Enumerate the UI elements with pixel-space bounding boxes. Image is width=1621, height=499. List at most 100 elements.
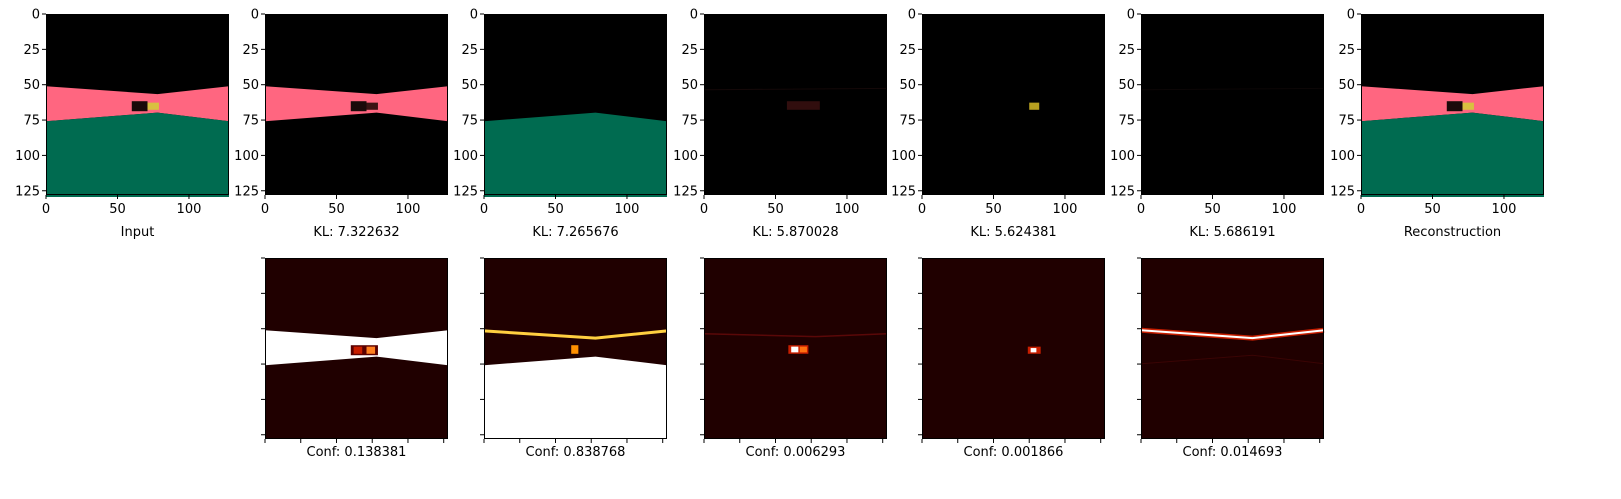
x-tick-label-50: 50 <box>985 202 1002 217</box>
y-tick-label-125: 125 <box>1330 184 1355 199</box>
y-tick-label-100: 100 <box>1110 149 1135 164</box>
faint-edge <box>1140 354 1325 365</box>
faint-car <box>786 101 820 110</box>
y-tick-label-75: 75 <box>1118 114 1135 129</box>
faint-horizon <box>1140 87 1325 91</box>
x-tick-label-0: 0 <box>1357 202 1365 217</box>
y-tick-label-25: 25 <box>461 43 478 58</box>
car-mask-hot <box>1030 348 1037 353</box>
caption-mask-3: Conf: 0.006293 <box>746 445 846 460</box>
y-tick-label-25: 25 <box>1118 43 1135 58</box>
caption-reconstruction: Reconstruction <box>1404 225 1501 240</box>
car-light-patch <box>366 102 378 110</box>
ground-region <box>1361 112 1544 197</box>
y-tick-label-75: 75 <box>461 114 478 129</box>
y-tick-label-100: 100 <box>1330 149 1355 164</box>
caption-component-1: KL: 7.322632 <box>313 225 399 240</box>
y-tick-label-0: 0 <box>1127 8 1135 23</box>
y-tick-label-50: 50 <box>1118 78 1135 93</box>
y-tick-label-50: 50 <box>461 78 478 93</box>
caption-input: Input <box>121 225 155 240</box>
heatmap-background <box>1141 258 1324 439</box>
y-tick-label-100: 100 <box>234 149 259 164</box>
y-tick-label-0: 0 <box>251 8 259 23</box>
x-tick-label-0: 0 <box>42 202 50 217</box>
y-tick-label-25: 25 <box>681 43 698 58</box>
y-tick-label-50: 50 <box>242 78 259 93</box>
axes-frame <box>704 14 887 195</box>
car-mask-warm <box>799 346 807 353</box>
x-tick-label-100: 100 <box>835 202 860 217</box>
y-tick-label-75: 75 <box>899 114 916 129</box>
y-tick-label-25: 25 <box>1338 43 1355 58</box>
caption-component-3: KL: 5.870028 <box>752 225 838 240</box>
horizon-edge <box>483 329 668 340</box>
panel-mask-3: Conf: 0.006293 <box>700 257 888 460</box>
car-dark-patch <box>131 101 148 112</box>
car-dark-patch <box>1446 101 1463 112</box>
y-tick-label-75: 75 <box>242 114 259 129</box>
horizon-edge <box>703 333 888 338</box>
y-tick-label-100: 100 <box>673 149 698 164</box>
ground-region <box>46 112 229 197</box>
x-tick-label-0: 0 <box>1137 202 1145 217</box>
caption-mask-4: Conf: 0.001866 <box>964 445 1064 460</box>
x-tick-label-100: 100 <box>1053 202 1078 217</box>
y-tick-label-100: 100 <box>453 149 478 164</box>
ground-mask <box>484 356 667 441</box>
x-tick-label-50: 50 <box>109 202 126 217</box>
caption-component-5: KL: 5.686191 <box>1189 225 1275 240</box>
axes-frame <box>484 14 667 195</box>
x-tick-label-50: 50 <box>767 202 784 217</box>
y-tick-label-125: 125 <box>891 184 916 199</box>
x-tick-label-100: 100 <box>1272 202 1297 217</box>
y-tick-label-50: 50 <box>1338 78 1355 93</box>
car-mask-red <box>353 346 363 354</box>
y-tick-label-100: 100 <box>15 149 40 164</box>
car-mask-orange <box>366 346 376 354</box>
y-tick-label-50: 50 <box>899 78 916 93</box>
axes-frame <box>1141 258 1324 439</box>
image-background <box>922 14 1105 195</box>
car-mask-hot <box>791 346 799 353</box>
y-tick-label-125: 125 <box>15 184 40 199</box>
car-mask-spot <box>571 345 579 354</box>
y-tick-label-75: 75 <box>1338 114 1355 129</box>
caption-mask-5: Conf: 0.014693 <box>1183 445 1283 460</box>
image-background <box>1141 14 1324 195</box>
y-tick-label-125: 125 <box>673 184 698 199</box>
panel-mask-4: Conf: 0.001866 <box>918 257 1105 460</box>
y-tick-label-25: 25 <box>899 43 916 58</box>
y-tick-label-0: 0 <box>690 8 698 23</box>
x-tick-label-100: 100 <box>615 202 640 217</box>
y-tick-label-0: 0 <box>470 8 478 23</box>
panel-mask-2: Conf: 0.838768 <box>480 257 668 460</box>
caption-component-4: KL: 5.624381 <box>970 225 1056 240</box>
axes-frame <box>484 258 667 439</box>
faint-horizon <box>703 87 888 91</box>
ground-region <box>484 112 667 197</box>
x-tick-label-50: 50 <box>1204 202 1221 217</box>
y-tick-label-125: 125 <box>234 184 259 199</box>
axes-frame <box>922 258 1105 439</box>
x-tick-label-50: 50 <box>328 202 345 217</box>
car-yellow-spot <box>1029 102 1040 110</box>
axes-frame <box>1141 14 1324 195</box>
car-mask-dark <box>350 345 378 356</box>
panel-mask-1: Conf: 0.138381 <box>261 257 448 460</box>
car-light-patch <box>1462 102 1474 110</box>
car-dark-patch <box>350 101 367 112</box>
x-tick-label-0: 0 <box>700 202 708 217</box>
y-tick-label-0: 0 <box>32 8 40 23</box>
x-tick-label-50: 50 <box>547 202 564 217</box>
y-tick-label-0: 0 <box>1347 8 1355 23</box>
axes-frame <box>46 14 229 195</box>
horizon-edge <box>1140 329 1325 340</box>
